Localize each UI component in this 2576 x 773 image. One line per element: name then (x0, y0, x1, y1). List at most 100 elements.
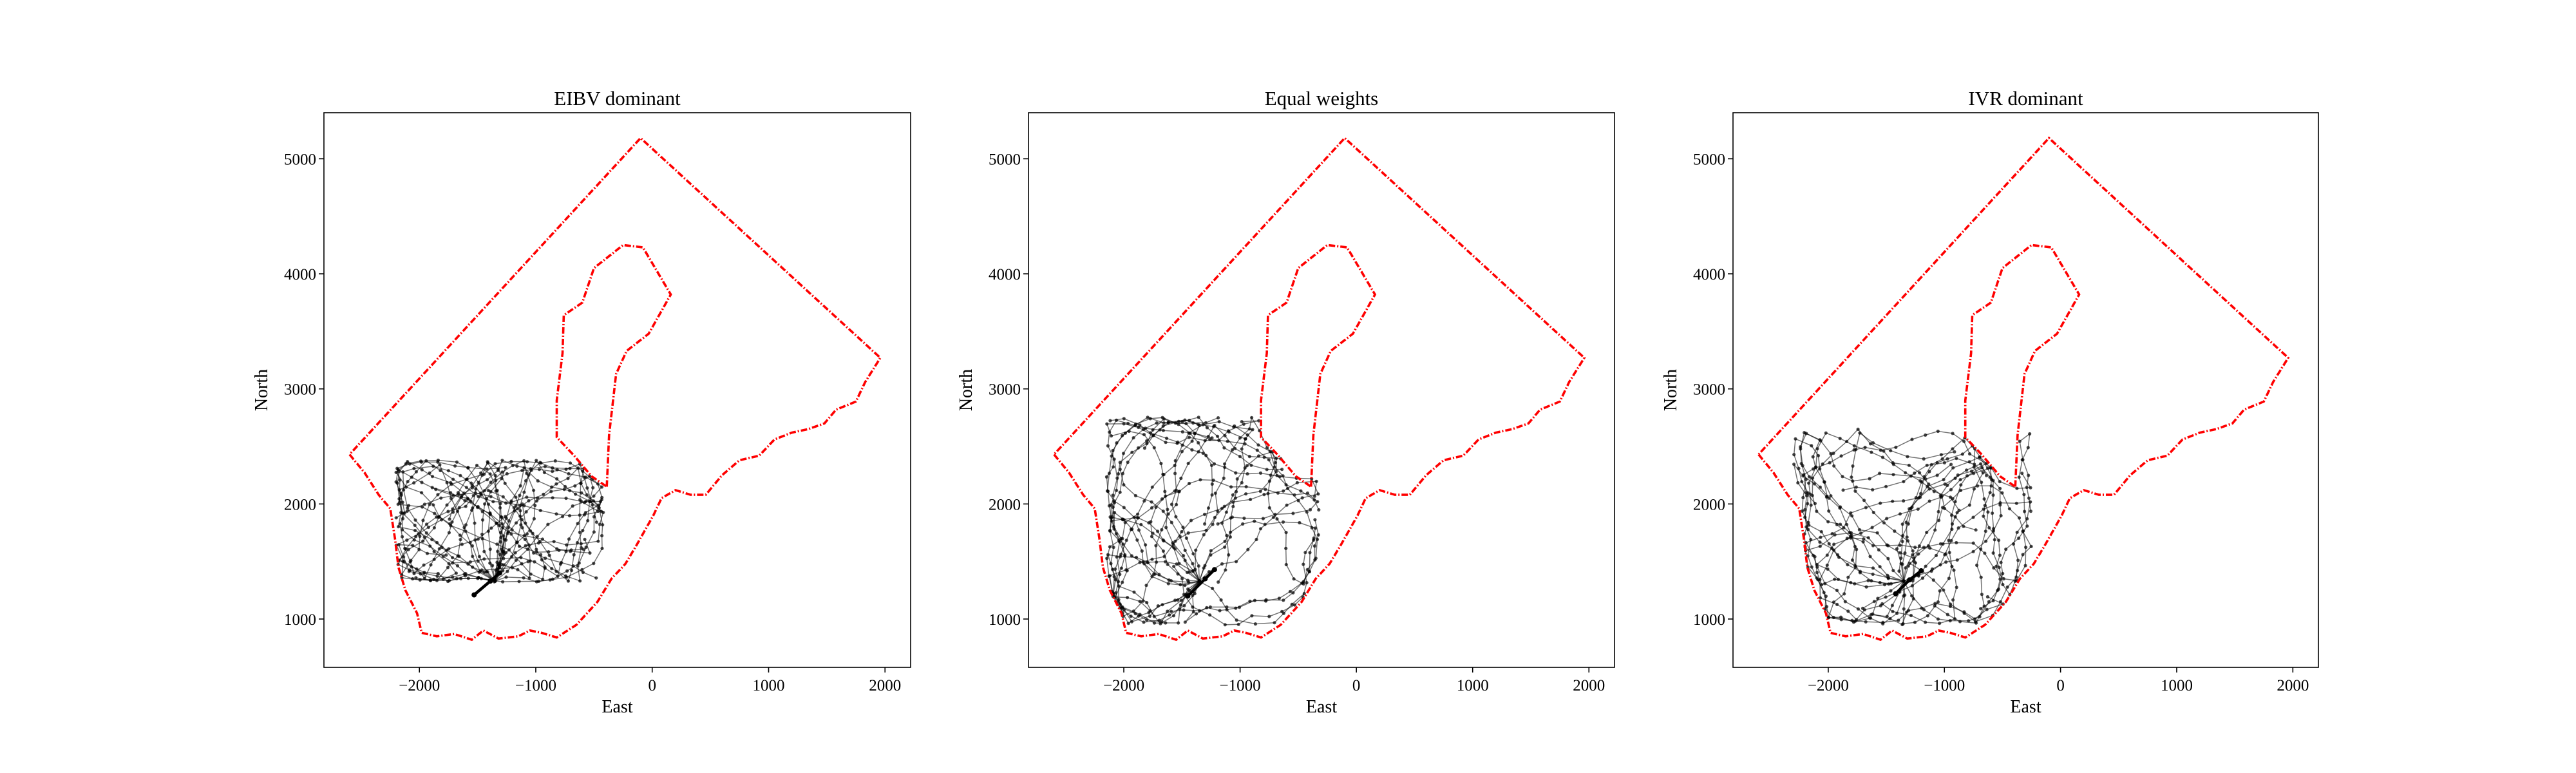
waypoint (1962, 524, 1965, 528)
waypoint (1173, 472, 1177, 475)
waypoint (1891, 461, 1895, 465)
waypoint (561, 515, 565, 519)
waypoint (1305, 510, 1309, 514)
initial-waypoint (1211, 567, 1217, 573)
waypoint (1312, 536, 1316, 540)
waypoint (1223, 539, 1227, 544)
waypoint (1231, 504, 1235, 508)
y-tick-label: 1000 (284, 611, 316, 629)
waypoint (1953, 500, 1957, 504)
waypoint (1880, 602, 1884, 606)
waypoint (1797, 466, 1801, 470)
waypoint (1180, 577, 1184, 580)
waypoint (1910, 584, 1914, 587)
waypoint (1188, 481, 1191, 486)
waypoint (1121, 580, 1124, 584)
waypoint (535, 535, 539, 539)
waypoint (1203, 522, 1207, 526)
waypoint (510, 528, 514, 532)
x-tick-label: 0 (2056, 677, 2065, 694)
initial-waypoint (497, 570, 502, 576)
waypoint (422, 570, 426, 575)
waypoint (1176, 572, 1180, 576)
waypoint (1846, 563, 1850, 567)
waypoint (1870, 526, 1874, 530)
waypoint (535, 548, 538, 551)
waypoint (493, 462, 497, 466)
waypoint (518, 484, 522, 488)
waypoint (475, 463, 479, 468)
waypoint (1800, 480, 1804, 484)
waypoint (536, 541, 540, 545)
waypoint (1902, 499, 1906, 503)
waypoint (397, 497, 401, 501)
waypoint (2020, 472, 2024, 475)
waypoint (495, 488, 499, 493)
waypoint (471, 565, 475, 569)
waypoint (1902, 607, 1906, 611)
waypoint (1145, 441, 1149, 446)
waypoint (464, 530, 468, 533)
waypoint (2021, 458, 2025, 462)
waypoint (1113, 501, 1117, 504)
waypoint (401, 535, 404, 539)
waypoint (1913, 471, 1917, 475)
waypoint (1147, 611, 1151, 615)
waypoint (1993, 538, 1996, 542)
waypoint (2025, 486, 2029, 490)
waypoint (1950, 522, 1955, 526)
waypoint (1955, 540, 1958, 545)
waypoint (1853, 582, 1857, 586)
waypoint (445, 548, 449, 552)
waypoint (1106, 444, 1110, 448)
waypoint (550, 567, 554, 571)
waypoint (1126, 421, 1130, 426)
waypoint (477, 576, 480, 580)
waypoint (543, 565, 547, 569)
waypoint (1991, 493, 1995, 497)
waypoint (1988, 491, 1992, 495)
waypoint (495, 542, 499, 546)
waypoint (1147, 521, 1151, 525)
waypoint (1998, 480, 2002, 484)
waypoint (1191, 421, 1195, 425)
waypoint (1211, 586, 1215, 591)
waypoint (1247, 455, 1251, 459)
waypoint (445, 503, 449, 507)
waypoint (1839, 522, 1842, 526)
waypoint (446, 579, 450, 584)
waypoint (1951, 598, 1955, 602)
waypoint (464, 574, 468, 578)
waypoint (1832, 464, 1836, 468)
waypoint (1958, 488, 1963, 493)
waypoint (1848, 535, 1852, 539)
waypoint (1837, 555, 1841, 559)
waypoint (1902, 579, 1906, 583)
waypoint (1118, 490, 1122, 494)
waypoint (509, 459, 513, 464)
waypoint (582, 548, 585, 551)
waypoint (1265, 468, 1269, 472)
waypoint (1955, 511, 1959, 515)
waypoint (1920, 480, 1924, 484)
waypoint (397, 525, 401, 529)
waypoint (1806, 565, 1810, 569)
waypoint (1832, 600, 1836, 604)
waypoint (480, 518, 485, 522)
waypoint (1180, 530, 1184, 534)
waypoint (547, 550, 551, 554)
waypoint (1206, 506, 1211, 510)
trajectory-line (1106, 420, 1259, 582)
waypoint (414, 470, 419, 474)
waypoint (471, 493, 475, 497)
waypoint (1133, 612, 1137, 616)
waypoint (1197, 609, 1202, 613)
waypoint (1811, 476, 1815, 480)
waypoint (1228, 535, 1232, 539)
waypoint (1121, 518, 1124, 522)
waypoint (1801, 495, 1805, 500)
waypoint (1227, 553, 1231, 557)
waypoint (1987, 600, 1991, 604)
waypoint (1884, 595, 1888, 599)
waypoint (600, 534, 604, 538)
